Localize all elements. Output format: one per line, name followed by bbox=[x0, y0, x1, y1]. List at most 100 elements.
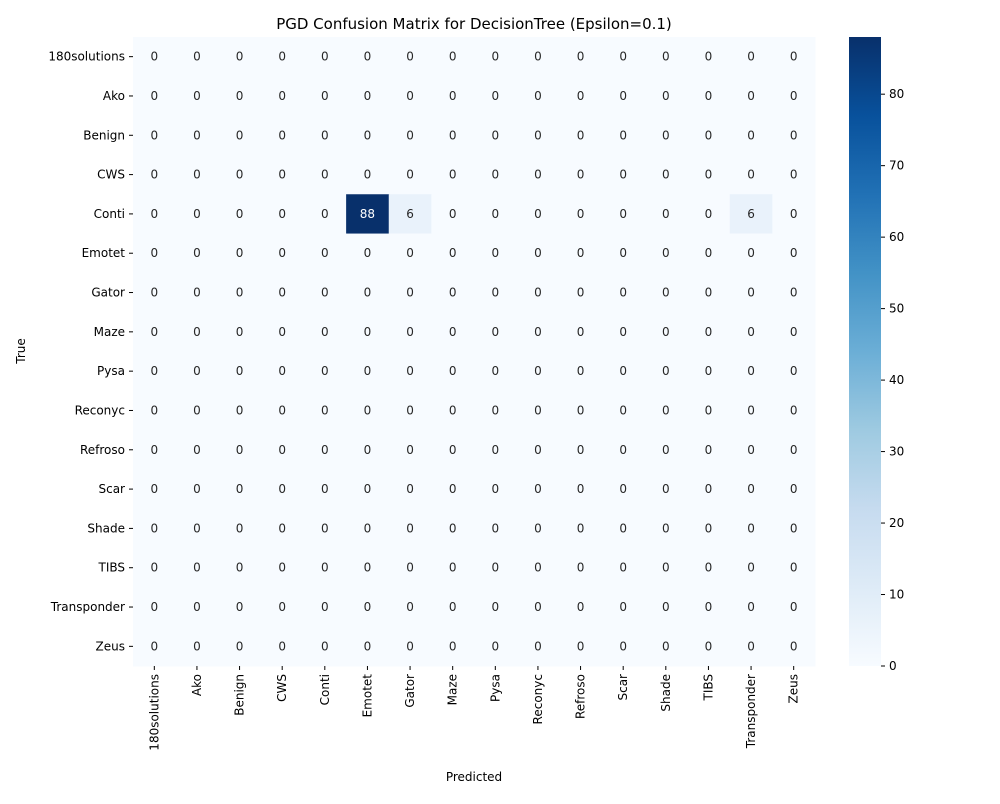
cell-value-label: 0 bbox=[491, 128, 499, 142]
cell-value-label: 0 bbox=[321, 168, 329, 182]
heatmap-cell bbox=[729, 37, 773, 77]
cell-value-label: 0 bbox=[662, 364, 670, 378]
cell-value-label: 0 bbox=[662, 403, 670, 417]
cell-value-label: 0 bbox=[406, 443, 414, 457]
cell-value-label: 0 bbox=[150, 561, 158, 575]
heatmap-cell bbox=[303, 272, 347, 313]
heatmap-cell bbox=[601, 548, 645, 588]
cell-value-label: 0 bbox=[278, 482, 286, 496]
cell-value-label: 0 bbox=[406, 168, 414, 182]
heatmap-cell bbox=[516, 154, 560, 195]
cell-value-label: 0 bbox=[193, 600, 201, 614]
heatmap-cell bbox=[175, 508, 219, 549]
heatmap-cell bbox=[559, 508, 603, 549]
column-tick-label: Gator bbox=[403, 674, 417, 708]
heatmap-cell bbox=[303, 233, 347, 274]
row-tick-label: Zeus bbox=[96, 639, 125, 653]
cell-value-label: 0 bbox=[193, 168, 201, 182]
cell-value-label: 0 bbox=[577, 89, 585, 103]
cell-value-label: 0 bbox=[534, 168, 542, 182]
colorbar-tick-label: 10 bbox=[889, 588, 904, 602]
heatmap-cells: 0 0 0 0 0 0 0 0 0 0 0 0 0 0 0 0 0 0 0 0 0 0 0 0 0 0 0 0 0 0 0 0 0 0 0 0 0 0 0 0… bbox=[133, 37, 816, 667]
heatmap-cell bbox=[601, 272, 645, 313]
cell-value-label: 0 bbox=[193, 325, 201, 339]
heatmap-cell bbox=[388, 626, 432, 667]
heatmap-cell bbox=[687, 76, 731, 117]
cell-value-label: 0 bbox=[364, 246, 372, 260]
heatmap-cell bbox=[687, 430, 731, 470]
heatmap-cell bbox=[474, 115, 518, 156]
heatmap-cell bbox=[260, 233, 304, 274]
cell-value-label: 0 bbox=[449, 600, 457, 614]
heatmap-cell bbox=[644, 312, 688, 352]
cell-value-label: 0 bbox=[364, 561, 372, 575]
heatmap-cell bbox=[474, 469, 518, 510]
cell-value-label: 0 bbox=[705, 403, 713, 417]
cell-value-label: 0 bbox=[577, 482, 585, 496]
heatmap-cell bbox=[303, 351, 347, 392]
cell-value-label: 0 bbox=[705, 364, 713, 378]
cell-value-label: 0 bbox=[619, 561, 627, 575]
cell-value-label: 0 bbox=[150, 246, 158, 260]
cell-value-label: 0 bbox=[619, 364, 627, 378]
cell-value-label: 0 bbox=[193, 521, 201, 535]
cell-value-label: 0 bbox=[406, 286, 414, 300]
heatmap-cell bbox=[474, 194, 518, 235]
heatmap-cell bbox=[729, 430, 773, 470]
heatmap-cell bbox=[431, 469, 475, 510]
heatmap-cell bbox=[133, 312, 177, 352]
heatmap-cell bbox=[474, 76, 518, 117]
cell-value-label: 0 bbox=[278, 89, 286, 103]
heatmap-cell bbox=[388, 154, 432, 195]
cell-value-label: 0 bbox=[321, 443, 329, 457]
x-axis-label: Predicted bbox=[446, 770, 502, 784]
heatmap-cell bbox=[687, 508, 731, 549]
heatmap-cell bbox=[260, 76, 304, 117]
heatmap-cell bbox=[431, 508, 475, 549]
heatmap-cell bbox=[644, 194, 688, 235]
cell-value-label: 0 bbox=[278, 286, 286, 300]
heatmap-cell bbox=[601, 587, 645, 628]
cell-value-label: 0 bbox=[534, 325, 542, 339]
cell-value-label: 0 bbox=[619, 403, 627, 417]
column-tick-label: Benign bbox=[233, 674, 247, 716]
cell-value-label: 0 bbox=[449, 168, 457, 182]
colorbar-tick-label: 20 bbox=[889, 516, 904, 530]
cell-value-label: 0 bbox=[236, 286, 244, 300]
heatmap-cell bbox=[388, 312, 432, 352]
heatmap-cell bbox=[474, 272, 518, 313]
cell-value-label: 0 bbox=[150, 482, 158, 496]
heatmap-cell bbox=[474, 548, 518, 588]
heatmap-cell bbox=[601, 76, 645, 117]
cell-value-label: 0 bbox=[321, 639, 329, 653]
heatmap-cell bbox=[687, 37, 731, 77]
column-tick-label: TIBS bbox=[701, 674, 715, 702]
cell-value-label: 0 bbox=[534, 207, 542, 221]
cell-value-label: 0 bbox=[321, 325, 329, 339]
chart-title: PGD Confusion Matrix for DecisionTree (E… bbox=[276, 15, 672, 33]
heatmap-cell bbox=[516, 351, 560, 392]
heatmap-cell bbox=[260, 37, 304, 77]
heatmap-cell bbox=[559, 37, 603, 77]
cell-value-label: 0 bbox=[406, 521, 414, 535]
cell-value-label: 0 bbox=[278, 639, 286, 653]
heatmap-cell bbox=[346, 390, 390, 431]
cell-value-label: 0 bbox=[364, 403, 372, 417]
cell-value-label: 0 bbox=[364, 482, 372, 496]
column-tick-label: Conti bbox=[318, 674, 332, 705]
cell-value-label: 0 bbox=[534, 600, 542, 614]
cell-value-label: 0 bbox=[406, 89, 414, 103]
cell-value-label: 0 bbox=[790, 89, 798, 103]
heatmap-cell bbox=[218, 351, 262, 392]
heatmap-cell bbox=[516, 469, 560, 510]
column-tick-label: Shade bbox=[659, 674, 673, 712]
cell-value-label: 0 bbox=[150, 168, 158, 182]
cell-value-label: 0 bbox=[278, 561, 286, 575]
heatmap-cell bbox=[346, 508, 390, 549]
heatmap-cell bbox=[175, 154, 219, 195]
heatmap-cell bbox=[303, 587, 347, 628]
heatmap-cell bbox=[601, 430, 645, 470]
heatmap-cell bbox=[559, 351, 603, 392]
cell-value-label: 88 bbox=[360, 207, 375, 221]
cell-value-label: 0 bbox=[193, 639, 201, 653]
